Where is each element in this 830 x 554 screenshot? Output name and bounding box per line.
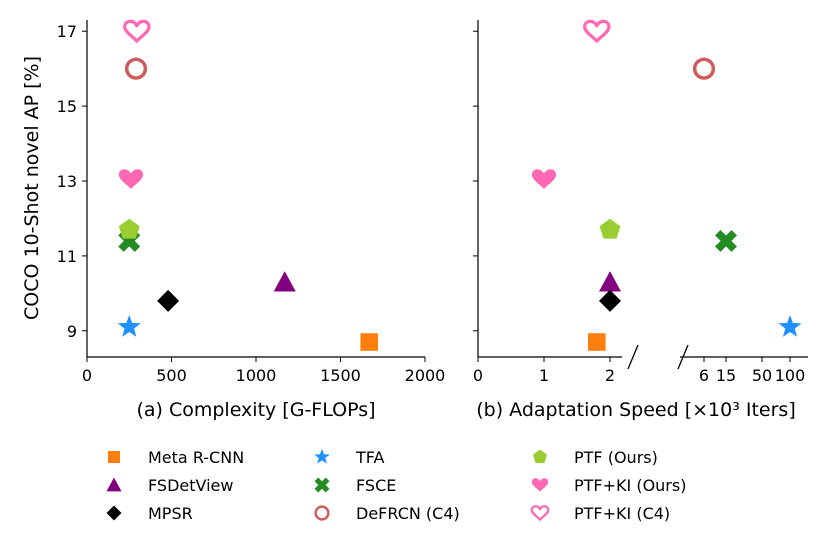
point-defrcn (692, 57, 716, 80)
panel-a-complexity: 0 500 1000 1500 2000 9 11 13 15 17 (a) Complexit… (21, 19, 445, 421)
y-tick-label: 17 (57, 22, 77, 41)
point-ptf_ki (531, 169, 557, 190)
legend: Meta R-CNN FSDetView MPSR TFA FSCE DeFRCN (C4… (106, 448, 686, 523)
panel-b-y-ticks (473, 30, 478, 332)
point-tfa (117, 314, 141, 337)
panel-a-points (117, 19, 379, 351)
point-ptf (599, 218, 621, 239)
point-fsdetview (599, 271, 621, 292)
panel-b-axes (477, 20, 808, 370)
x-tick-label: 6 (699, 366, 709, 385)
panel-b-points (531, 19, 802, 351)
legend-marker-ptf (532, 449, 548, 464)
legend-marker-defrcn (314, 505, 330, 521)
point-ptf (118, 218, 140, 239)
x-tick-label: 0 (473, 366, 483, 385)
point-mpsr (599, 289, 621, 312)
panel-a-x-axis-label: (a) Complexity [G-FLOPs] (136, 399, 375, 421)
legend-marker-fsce (314, 477, 330, 493)
legend-label: TFA (355, 448, 385, 467)
legend-entry-defrcn: DeFRCN (C4) (314, 504, 460, 523)
point-meta_rcnn (360, 333, 379, 351)
legend-marker-ptf_ki_c4 (530, 505, 550, 521)
legend-label: Meta R-CNN (148, 448, 244, 467)
x-tick-label: 1000 (236, 366, 277, 385)
y-tick-label: 13 (57, 172, 77, 191)
point-tfa (778, 314, 802, 337)
x-tick-label: 2 (605, 366, 615, 385)
legend-marker-tfa (314, 448, 330, 464)
point-ptf_ki_c4 (123, 19, 151, 43)
axis-break-mark-right (677, 344, 689, 370)
point-fsce (715, 229, 737, 252)
panel-a-y-ticks: 9 11 13 15 17 (57, 22, 87, 341)
x-tick-label: 50 (752, 366, 772, 385)
legend-label: FSCE (356, 476, 396, 495)
x-tick-label: 1500 (320, 366, 361, 385)
y-tick-label: 9 (67, 322, 77, 341)
legend-entry-fsce: FSCE (314, 476, 396, 495)
point-defrcn (124, 57, 148, 80)
legend-marker-ptf_ki (531, 478, 549, 492)
legend-label: DeFRCN (C4) (356, 504, 460, 523)
x-tick-label: 500 (156, 366, 187, 385)
point-fsdetview (273, 271, 296, 292)
x-tick-label: 1 (539, 366, 549, 385)
legend-marker-fsdetview (106, 477, 122, 492)
legend-entry-mpsr: MPSR (106, 504, 193, 523)
axis-break-mark-left (627, 344, 639, 370)
x-tick-label: 100 (775, 366, 806, 385)
point-meta_rcnn (588, 333, 606, 351)
panel-b-x-axis-label: (b) Adaptation Speed [×10³ Iters] (476, 399, 796, 421)
legend-label: FSDetView (148, 476, 233, 495)
legend-label: MPSR (148, 504, 193, 523)
legend-marker-mpsr (106, 505, 122, 521)
x-tick-label: 15 (716, 366, 736, 385)
legend-entry-fsdetview: FSDetView (106, 476, 233, 495)
legend-label: PTF+KI (C4) (574, 504, 670, 523)
x-tick-label: 0 (82, 366, 92, 385)
point-ptf_ki (118, 169, 144, 190)
point-ptf_ki_c4 (583, 19, 611, 43)
point-mpsr (157, 289, 180, 312)
panel-a-x-ticks: 0 500 1000 1500 2000 (82, 357, 445, 385)
legend-entry-ptf_ki_c4: PTF+KI (C4) (530, 504, 670, 523)
legend-label: PTF (Ours) (574, 448, 658, 467)
legend-entry-tfa: TFA (314, 448, 385, 467)
legend-label: PTF+KI (Ours) (574, 476, 686, 495)
panel-b-adaptation-speed: 0 1 2 6 15 50 100 (b) Adaptation Speed [×10³ I… (473, 19, 808, 421)
legend-entry-meta_rcnn: Meta R-CNN (108, 448, 244, 467)
panel-b-x-ticks: 0 1 2 6 15 50 100 (473, 357, 805, 385)
legend-entry-ptf_ki: PTF+KI (Ours) (531, 476, 686, 495)
y-tick-label: 11 (57, 247, 77, 266)
legend-marker-meta_rcnn (108, 451, 120, 463)
legend-entry-ptf: PTF (Ours) (532, 448, 658, 467)
x-tick-label: 2000 (405, 366, 446, 385)
panel-a-axes (86, 20, 425, 358)
y-tick-label: 15 (57, 97, 77, 116)
y-axis-label: COCO 10-Shot novel AP [%] (21, 56, 43, 320)
